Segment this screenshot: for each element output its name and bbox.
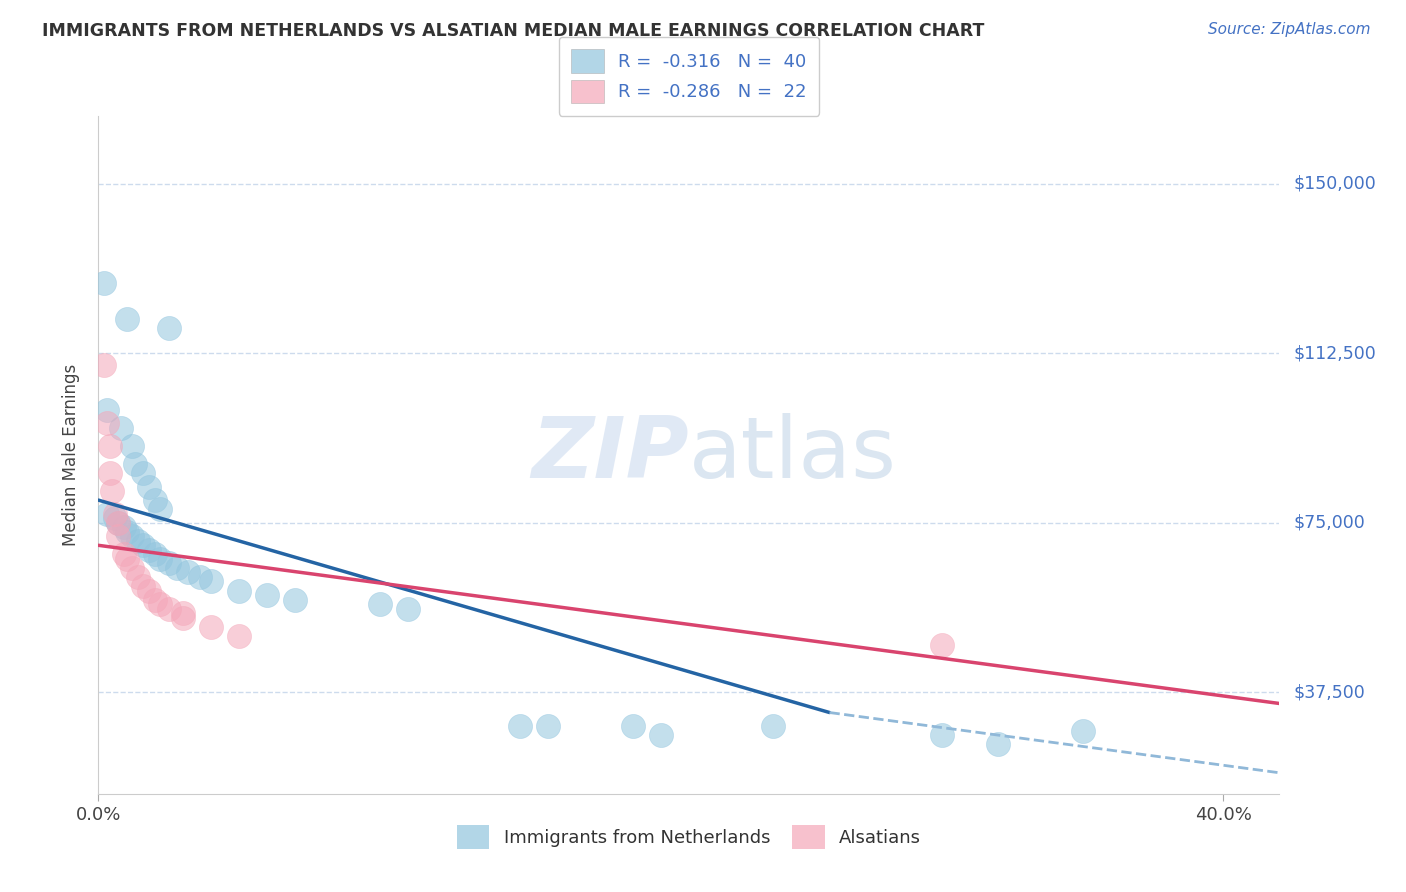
Point (149, 597, 172, 611)
Point (132, 538, 155, 552)
Point (396, 601, 419, 615)
Point (177, 566, 200, 580)
Text: Source: ZipAtlas.com: Source: ZipAtlas.com (1208, 22, 1371, 37)
Point (96, 507, 118, 521)
Point (537, 719, 560, 733)
Point (121, 529, 143, 543)
Point (127, 570, 149, 584)
Point (166, 561, 188, 575)
Point (110, 421, 132, 435)
Point (93, 276, 115, 290)
Point (121, 561, 143, 575)
Point (132, 466, 155, 480)
Point (188, 570, 211, 584)
Point (115, 524, 138, 539)
Point (138, 542, 160, 557)
Point (228, 629, 250, 643)
Point (112, 520, 135, 534)
Point (228, 583, 250, 598)
Point (101, 484, 124, 499)
Point (509, 719, 531, 733)
Point (143, 547, 166, 561)
Point (284, 592, 307, 607)
Point (157, 557, 180, 571)
Text: $37,500: $37,500 (1294, 683, 1365, 701)
Point (368, 597, 391, 611)
Point (931, 638, 953, 652)
Point (256, 588, 278, 602)
Point (104, 511, 127, 525)
Text: $75,000: $75,000 (1294, 514, 1365, 532)
Point (143, 592, 166, 607)
Point (115, 312, 138, 326)
Point (149, 502, 172, 516)
Point (107, 516, 129, 530)
Point (1071, 723, 1094, 738)
Point (96, 402, 118, 417)
Point (104, 507, 127, 521)
Text: ZIP: ZIP (531, 413, 689, 497)
Point (172, 606, 194, 620)
Point (143, 493, 166, 508)
Text: IMMIGRANTS FROM NETHERLANDS VS ALSATIAN MEDIAN MALE EARNINGS CORRELATION CHART: IMMIGRANTS FROM NETHERLANDS VS ALSATIAN … (42, 22, 984, 40)
Point (138, 583, 160, 598)
Point (200, 574, 222, 589)
Point (93, 358, 115, 372)
Text: $150,000: $150,000 (1294, 175, 1376, 193)
Point (127, 533, 149, 548)
Point (98, 466, 121, 480)
Point (96, 417, 118, 431)
Point (112, 547, 135, 561)
Point (650, 728, 672, 742)
Point (762, 719, 785, 733)
Text: $112,500: $112,500 (1294, 344, 1376, 362)
Point (172, 610, 194, 624)
Point (149, 552, 172, 566)
Point (200, 620, 222, 634)
Point (931, 728, 953, 742)
Point (107, 516, 129, 530)
Point (115, 552, 138, 566)
Point (121, 439, 143, 453)
Y-axis label: Median Male Earnings: Median Male Earnings (62, 364, 80, 546)
Point (107, 529, 129, 543)
Point (124, 457, 146, 471)
Point (157, 321, 180, 335)
Point (621, 719, 644, 733)
Point (987, 737, 1010, 751)
Text: atlas: atlas (689, 413, 897, 497)
Point (157, 601, 180, 615)
Point (138, 479, 160, 493)
Legend: Immigrants from Netherlands, Alsatians: Immigrants from Netherlands, Alsatians (446, 814, 932, 859)
Point (98, 439, 121, 453)
Point (132, 579, 155, 593)
